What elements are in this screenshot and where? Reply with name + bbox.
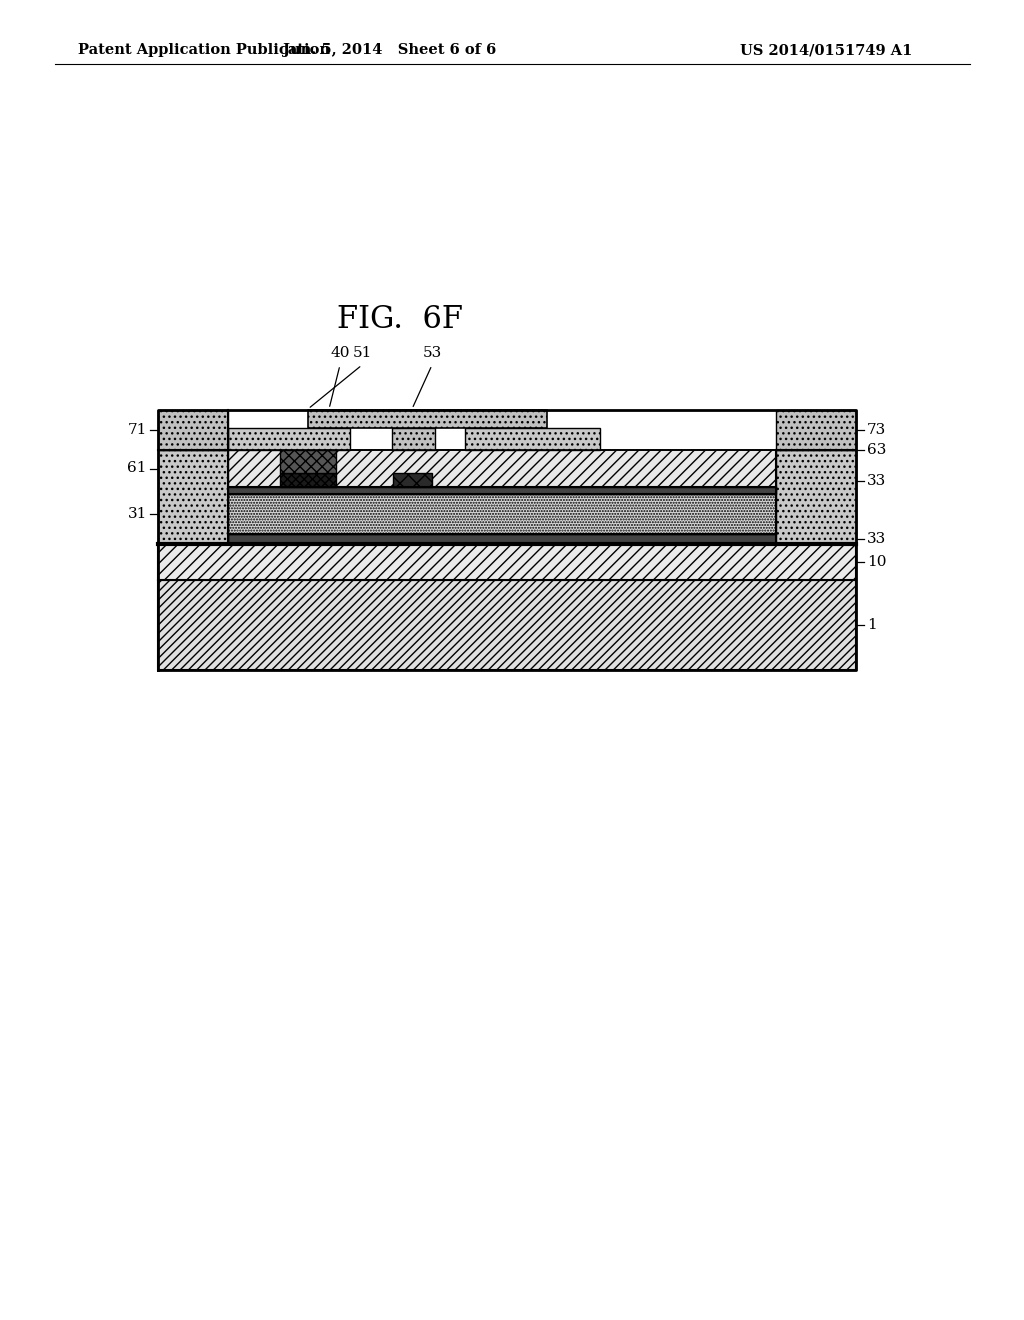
Text: US 2014/0151749 A1: US 2014/0151749 A1 <box>740 44 912 57</box>
Bar <box>158 544 856 579</box>
Bar <box>228 487 776 494</box>
Text: 10: 10 <box>867 554 887 569</box>
Text: 73: 73 <box>867 422 886 437</box>
Bar <box>280 450 336 473</box>
Text: Patent Application Publication: Patent Application Publication <box>78 44 330 57</box>
Text: 33: 33 <box>867 474 886 488</box>
Text: Jun. 5, 2014   Sheet 6 of 6: Jun. 5, 2014 Sheet 6 of 6 <box>284 44 497 57</box>
Text: 33: 33 <box>867 532 886 546</box>
Bar <box>465 428 600 450</box>
Bar <box>228 450 776 487</box>
Text: 61: 61 <box>128 462 147 475</box>
Bar <box>158 411 228 450</box>
Text: 51: 51 <box>352 346 372 360</box>
Text: 31: 31 <box>128 507 147 521</box>
Bar <box>308 411 547 428</box>
Bar <box>392 428 435 450</box>
Text: 71: 71 <box>128 422 147 437</box>
Bar <box>776 450 856 544</box>
Bar <box>393 473 432 487</box>
Bar <box>228 494 776 535</box>
Text: 1: 1 <box>867 618 877 632</box>
Bar <box>228 428 350 450</box>
Text: 40: 40 <box>331 346 350 360</box>
Text: 63: 63 <box>867 444 887 457</box>
Bar <box>228 535 776 544</box>
Bar <box>158 450 228 544</box>
Bar <box>158 579 856 671</box>
Bar <box>280 473 336 487</box>
Text: FIG.  6F: FIG. 6F <box>337 305 463 335</box>
Bar <box>776 411 856 450</box>
Text: 53: 53 <box>422 346 441 360</box>
